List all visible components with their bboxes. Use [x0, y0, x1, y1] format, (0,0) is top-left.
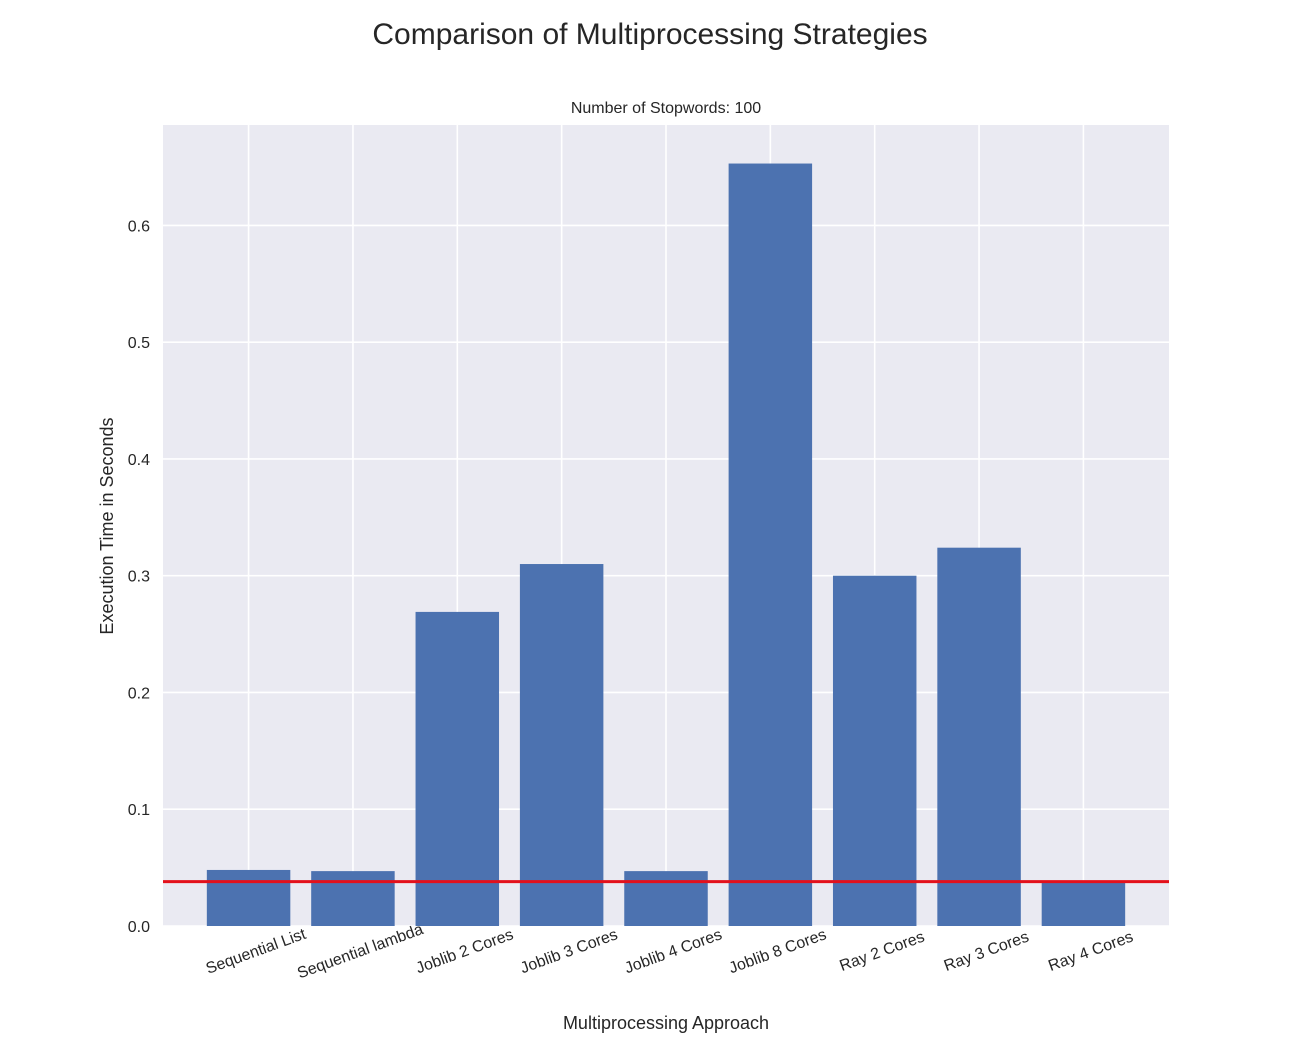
x-tick-label: Joblib 3 Cores [518, 926, 620, 977]
x-tick-label: Sequential lambda [295, 921, 425, 982]
x-tick-label: Sequential List [204, 926, 309, 978]
x-tick-label: Joblib 2 Cores [414, 926, 516, 977]
y-tick-label: 0.2 [128, 685, 150, 702]
y-tick-label: 0.6 [128, 218, 150, 235]
bar [311, 871, 395, 926]
y-ticks: 0.0 0.1 0.2 0.3 0.4 0.5 0.6 [128, 218, 150, 936]
bar [519, 564, 604, 926]
y-tick-label: 0.1 [128, 802, 150, 819]
y-tick-label: 0.3 [128, 569, 150, 586]
chart-title: Comparison of Multiprocessing Strategies [372, 18, 927, 51]
bar [624, 871, 708, 926]
bar [415, 611, 500, 926]
x-tick-label: Joblib 8 Cores [727, 926, 829, 977]
x-axis-label: Multiprocessing Approach [563, 1013, 769, 1033]
bar [206, 869, 291, 926]
y-tick-label: 0.4 [128, 452, 150, 469]
chart-subtitle: Number of Stopwords: 100 [571, 100, 761, 117]
x-tick-label: Ray 3 Cores [942, 929, 1031, 975]
bar [728, 163, 813, 926]
y-tick-label: 0.5 [128, 335, 150, 352]
bar [832, 575, 917, 926]
bar [937, 547, 1021, 926]
x-tick-label: Ray 4 Cores [1046, 929, 1135, 975]
y-tick-label: 0.0 [128, 919, 150, 936]
x-tick-label: Ray 2 Cores [837, 929, 926, 975]
x-tick-label: Joblib 4 Cores [622, 926, 724, 977]
y-axis-label: Execution Time in Seconds [97, 417, 117, 634]
bar [1041, 882, 1126, 926]
bars [206, 163, 1126, 926]
